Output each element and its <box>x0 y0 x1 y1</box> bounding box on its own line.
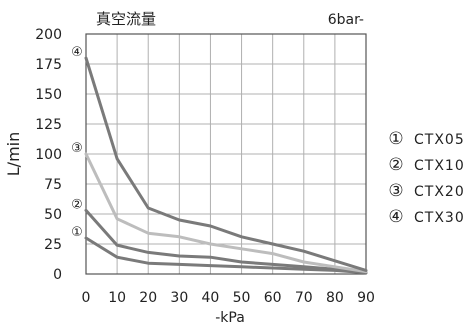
x-tick-label: 90 <box>357 290 375 306</box>
series-start-markers: ① ② ③ ④ <box>71 45 83 240</box>
y-tick-label: 75 <box>44 177 62 193</box>
legend-marker-ctx05: ① <box>388 129 403 149</box>
x-tick-label: 60 <box>264 290 282 306</box>
legend-marker-ctx20: ③ <box>388 181 403 201</box>
series-marker-ctx05: ① <box>71 225 83 240</box>
y-tick-label: 25 <box>44 237 62 253</box>
series-marker-ctx30: ④ <box>71 45 83 60</box>
series-marker-ctx10: ② <box>71 197 83 212</box>
series-line-ctx05 <box>84 236 368 275</box>
y-tick-label: 125 <box>35 117 62 133</box>
series-line-ctx20 <box>84 152 368 274</box>
legend: ① CTX05 ② CTX10 ③ CTX20 ④ CTX30 <box>388 129 465 227</box>
x-tick-label: 0 <box>82 290 91 306</box>
x-tick-label: 70 <box>295 290 313 306</box>
x-tick-label: 10 <box>108 290 126 306</box>
legend-label-ctx30: CTX30 <box>414 210 465 226</box>
legend-label-ctx05: CTX05 <box>414 132 465 148</box>
y-tick-label: 150 <box>35 87 62 103</box>
pressure-label: 6bar- <box>328 12 364 28</box>
y-tick-label: 175 <box>35 57 62 73</box>
y-tick-label: 100 <box>35 147 62 163</box>
y-tick-label: 50 <box>44 207 62 223</box>
grid <box>85 33 367 275</box>
x-tick-label: 20 <box>139 290 157 306</box>
series-marker-ctx20: ③ <box>71 141 83 156</box>
x-axis-label: -kPa <box>215 310 245 326</box>
legend-marker-ctx10: ② <box>388 155 403 175</box>
series-line-ctx10 <box>84 208 368 275</box>
y-axis-label: L/min <box>4 132 23 176</box>
legend-label-ctx20: CTX20 <box>414 184 465 200</box>
series-lines <box>84 56 368 275</box>
x-tick-label: 80 <box>326 290 344 306</box>
y-tick-label: 200 <box>35 27 62 43</box>
y-tick-labels: 0 25 50 75 100 125 150 175 200 <box>35 27 62 283</box>
x-tick-label: 30 <box>170 290 188 306</box>
legend-marker-ctx30: ④ <box>388 207 403 227</box>
legend-label-ctx10: CTX10 <box>414 158 465 174</box>
y-tick-label: 0 <box>53 267 62 283</box>
series-line-ctx30 <box>84 56 368 272</box>
x-tick-labels: 0 10 20 30 40 50 60 70 80 90 <box>82 290 375 306</box>
chart-title: 真空流量 <box>96 10 156 28</box>
x-tick-label: 40 <box>202 290 220 306</box>
x-tick-label: 50 <box>233 290 251 306</box>
